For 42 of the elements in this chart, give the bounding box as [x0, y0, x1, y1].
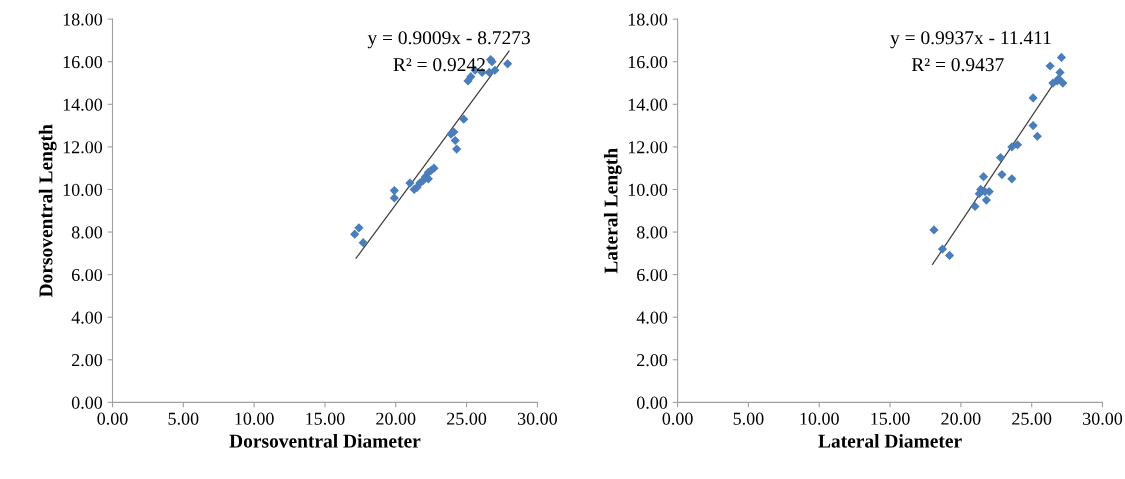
y-tick-label: 14.00 — [63, 98, 103, 111]
x-tick-label: 0.00 — [97, 412, 128, 425]
x-tick-label: 10.00 — [235, 412, 274, 425]
y-tick-label: 6.00 — [637, 268, 668, 282]
annotation: R² = 0.9242 — [393, 58, 485, 72]
x-tick-label: 25.00 — [447, 412, 487, 425]
y-tick-label: 8.00 — [71, 226, 103, 239]
y-tick-label: 0.00 — [71, 396, 103, 409]
x-tick-label: 15.00 — [306, 412, 345, 425]
x-tick-label: 10.00 — [800, 412, 839, 425]
y-tick-label: 6.00 — [71, 268, 103, 282]
x-tick-label: 15.00 — [871, 412, 910, 425]
x-tick-label: 20.00 — [376, 412, 416, 425]
y-tick-label: 8.00 — [636, 226, 668, 239]
annotation: y = 0.9009x - 8.7273 — [367, 31, 530, 49]
y-tick-label: 10.00 — [63, 183, 103, 196]
y-tick-label: 12.00 — [628, 141, 668, 154]
y-tick-label: 2.00 — [71, 354, 103, 367]
y-tick-label: 14.00 — [628, 98, 668, 111]
x-tick-label: 20.00 — [941, 412, 981, 425]
annotation: R² = 0.9437 — [911, 58, 1004, 72]
y-tick-label: 18.00 — [628, 13, 668, 26]
y-tick-label: 16.00 — [63, 56, 103, 69]
y-tick-label: 18.00 — [63, 13, 103, 26]
x-tick-label: 25.00 — [1012, 412, 1052, 425]
x-tick-label: 5.00 — [168, 412, 199, 425]
x-tick-label: 30.00 — [1083, 412, 1123, 425]
annotation: y = 0.9937x - 11.411 — [890, 31, 1051, 49]
y-tick-label: 4.00 — [71, 311, 103, 324]
y-tick-label: 2.00 — [637, 354, 668, 367]
y-tick-label: 10.00 — [628, 183, 668, 196]
y-tick-label: 0.00 — [636, 396, 668, 409]
x-axis-title: Dorsoventral Diameter — [229, 434, 421, 448]
x-tick-label: 5.00 — [733, 412, 764, 425]
y-tick-label: 4.00 — [636, 311, 668, 324]
x-tick-label: 30.00 — [517, 412, 558, 425]
x-axis-title: Lateral Diameter — [818, 434, 962, 448]
y-tick-label: 12.00 — [63, 141, 103, 154]
y-tick-label: 16.00 — [628, 56, 668, 69]
y-axis-title: Lateral Length — [603, 148, 622, 274]
x-tick-label: 0.00 — [662, 412, 693, 425]
y-axis-title: Dorsoventral Length — [38, 124, 57, 298]
